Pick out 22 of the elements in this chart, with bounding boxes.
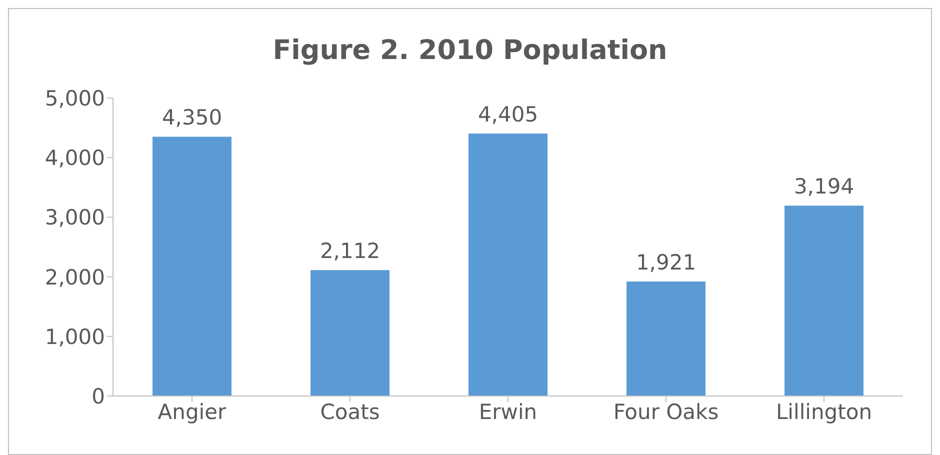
y-tick-label: 2,000	[44, 265, 105, 290]
bar	[784, 206, 864, 396]
y-tick-label: 3,000	[44, 206, 105, 230]
x-tick-label: Four Oaks	[613, 400, 719, 424]
data-label: 4,350	[162, 106, 222, 130]
bar	[310, 270, 390, 396]
y-tick-label: 1,000	[44, 324, 105, 349]
x-tick-label: Coats	[320, 400, 380, 424]
chart-title: Figure 2. 2010 Population	[272, 35, 668, 66]
data-label: 4,405	[478, 102, 538, 126]
x-tick-label: Erwin	[478, 400, 538, 424]
x-tick-label: Angier	[158, 400, 227, 424]
y-tick-label: 0	[92, 384, 105, 408]
x-tick-label: Lillington	[776, 400, 872, 424]
bar	[468, 133, 548, 396]
y-tick-label: 5,000	[44, 86, 105, 110]
y-tick-label: 4,000	[44, 146, 105, 170]
data-label: 3,194	[794, 174, 854, 199]
bar	[152, 136, 232, 396]
bar	[626, 282, 706, 396]
data-label: 1,921	[636, 250, 696, 275]
data-label: 2,112	[320, 239, 380, 264]
